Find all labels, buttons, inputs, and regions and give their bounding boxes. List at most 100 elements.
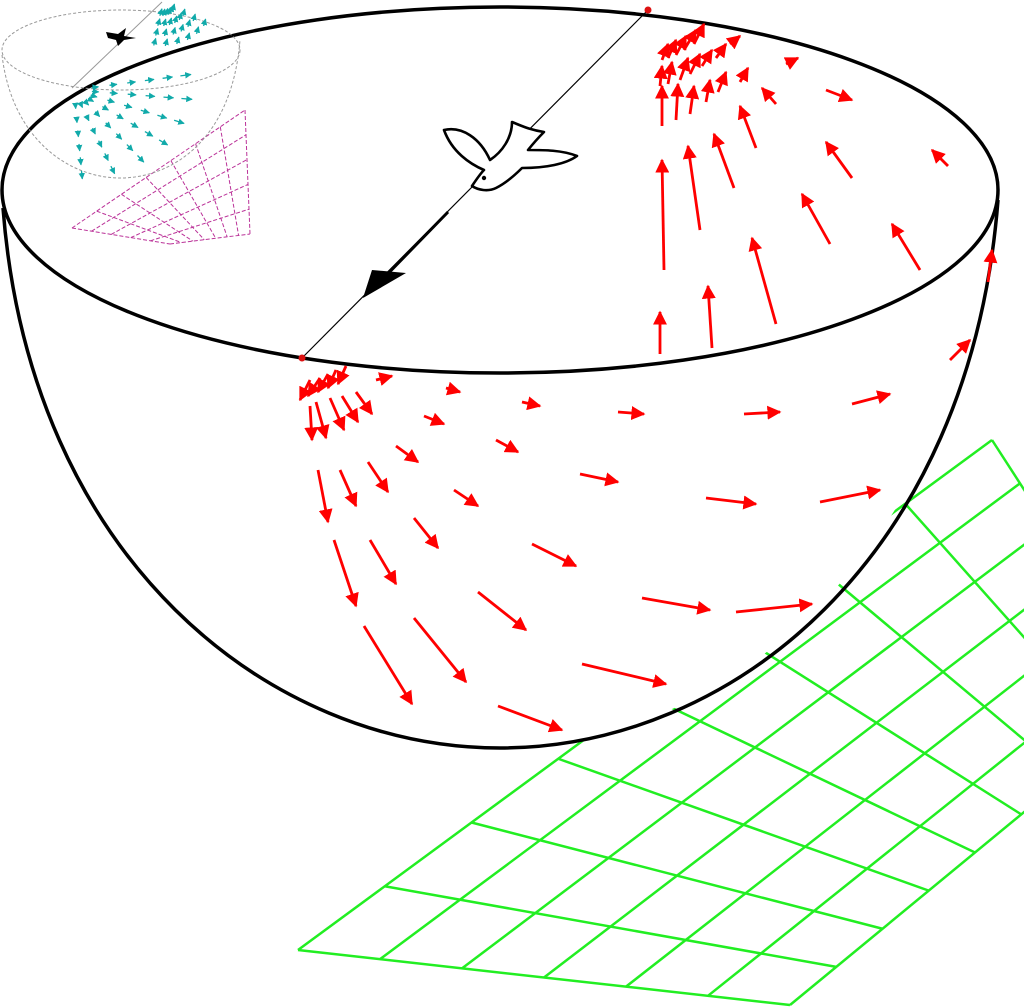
- flow-arrow: [851, 390, 892, 406]
- inset-flow-arrow: [115, 132, 123, 140]
- inset-flow-arrow: [109, 89, 119, 97]
- flow-arrow: [711, 132, 736, 189]
- inset-flow-arrow: [127, 79, 137, 86]
- inset-flow-arrow: [155, 18, 162, 26]
- flow-arrow: [336, 365, 350, 386]
- flow-arrow: [735, 598, 814, 614]
- inset-flow-arrow: [82, 98, 90, 106]
- inset-flow-arrow: [127, 91, 137, 98]
- inset-flow-arrow: [75, 143, 83, 152]
- flow-arrow: [725, 34, 742, 50]
- flow-arrow: [316, 469, 333, 524]
- inset-flow-arrow: [162, 74, 174, 81]
- inset-flow-arrow: [91, 84, 100, 91]
- inset-flow-arrow: [77, 100, 84, 109]
- flow-arrow: [304, 405, 319, 442]
- inset-grid-line: [96, 210, 182, 244]
- flow-arrow: [366, 461, 390, 494]
- flow-arrow: [983, 248, 998, 283]
- flow-arrow: [748, 236, 778, 325]
- inset-flow-arrow: [200, 18, 208, 27]
- flow-arrow: [423, 412, 446, 426]
- inset-grid-line: [71, 109, 246, 229]
- flow-arrow: [890, 222, 922, 271]
- flow-arrow: [653, 64, 668, 87]
- north-pole-marker: [644, 6, 652, 14]
- flow-arrow: [819, 485, 882, 504]
- inset-grid-line: [121, 193, 194, 242]
- inset-flow-arrow: [144, 130, 154, 137]
- flow-arrow: [682, 144, 702, 231]
- flow-arrow: [700, 78, 715, 103]
- inset-flow-arrow: [170, 26, 177, 35]
- inset-flow-arrow: [104, 121, 112, 129]
- inset-grid-line: [130, 183, 249, 239]
- inset-flow-arrow: [91, 88, 100, 95]
- inset-grid-line: [71, 227, 171, 245]
- inset-flow-arrow: [181, 95, 193, 103]
- flow-arrow: [677, 56, 691, 81]
- inset-diagram: [1, 1, 251, 245]
- flow-arrow: [445, 381, 462, 396]
- inset-flow-arrow: [161, 28, 169, 37]
- flow-arrow: [712, 42, 728, 59]
- flow-arrow: [670, 82, 685, 121]
- flow-arrow: [825, 88, 854, 103]
- ground-grid-line: [707, 741, 1024, 997]
- flow-arrow: [354, 391, 374, 416]
- inset-grid-line: [145, 177, 205, 241]
- surface-flow-arrows: [298, 22, 998, 733]
- inset-flow-arrow: [109, 165, 116, 175]
- flow-arrow: [699, 48, 714, 67]
- flow-arrow: [931, 149, 949, 167]
- flow-arrow: [368, 539, 398, 586]
- small-bird-icon: [106, 28, 136, 46]
- flow-arrow: [314, 401, 330, 440]
- inset-flow-arrow: [171, 15, 179, 24]
- flow-arrow: [641, 596, 712, 615]
- flow-arrow: [737, 104, 758, 149]
- inset-flow-arrow: [185, 19, 192, 27]
- flow-arrow: [531, 542, 578, 568]
- inset-flow-arrow: [140, 107, 150, 115]
- inset-flow-arrow: [96, 140, 103, 148]
- ground-grid-line: [789, 810, 1024, 1006]
- inset-grid-line: [110, 159, 248, 235]
- flow-arrow: [949, 339, 971, 361]
- inset-flow-arrow: [74, 130, 82, 138]
- flow-arrow: [362, 625, 414, 706]
- flow-arrow: [497, 704, 564, 733]
- inset-axis: [71, 1, 163, 89]
- flow-arrow: [375, 372, 394, 386]
- flow-arrow: [495, 438, 520, 454]
- inset-flow-arrow: [101, 104, 109, 111]
- inset-flow-arrow: [193, 26, 201, 34]
- bowl-outline: [1, 199, 1000, 750]
- flow-arrow: [783, 56, 800, 70]
- inset-flow-arrow: [174, 36, 181, 45]
- inset-flow-arrow: [158, 139, 169, 146]
- inset-flow-arrow: [126, 144, 134, 152]
- flow-arrow: [326, 369, 340, 390]
- flow-arrow: [760, 86, 778, 105]
- inset-flow-arrow: [145, 92, 156, 100]
- inset-flow-arrow: [162, 38, 169, 47]
- inset-flow-arrow: [116, 113, 124, 120]
- inset-bowl-outline: [1, 39, 241, 179]
- inset-flow-arrow: [130, 121, 139, 129]
- inset-flow-arrow: [123, 102, 133, 109]
- flow-arrow: [579, 472, 620, 487]
- inset-flow-arrow: [163, 94, 175, 101]
- inset-grid-line: [169, 233, 251, 245]
- inset-flow-arrow: [150, 37, 158, 46]
- ground-grid-line: [461, 543, 1024, 970]
- bowl-rim: [0, 5, 1000, 375]
- ground-grid-line: [625, 674, 1024, 988]
- flow-arrow: [338, 469, 358, 508]
- flow-arrow: [714, 70, 728, 93]
- inset-grid: [71, 109, 251, 245]
- inset-flow-arrow: [144, 76, 155, 84]
- ground-grid-line: [990, 439, 1024, 492]
- inset-flow-arrow: [83, 114, 90, 122]
